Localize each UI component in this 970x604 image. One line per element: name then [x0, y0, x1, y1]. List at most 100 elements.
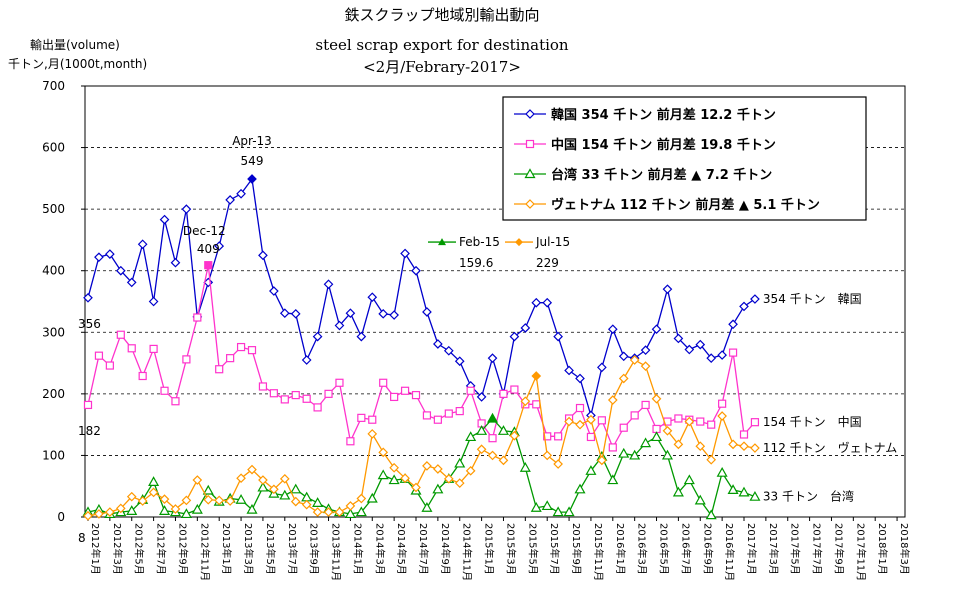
data-point-shape	[728, 319, 738, 330]
data-point-shape	[180, 508, 192, 519]
data-point-shape	[378, 308, 389, 319]
data-point-shape	[488, 434, 497, 443]
data-point-shape	[181, 204, 192, 214]
legend-label: 中国 154 千トン 前月差 19.8 千トン	[551, 137, 776, 153]
data-point	[629, 449, 641, 460]
data-point	[83, 400, 93, 410]
data-point	[334, 507, 345, 517]
annotation-label: Dec-12	[183, 224, 226, 238]
data-point-shape	[280, 395, 289, 404]
data-point-shape	[519, 462, 531, 472]
legend-marker	[524, 168, 536, 179]
legend-marker	[525, 139, 535, 149]
data-point-shape	[83, 400, 93, 410]
data-point	[83, 292, 93, 303]
data-point-shape	[716, 466, 728, 477]
legend-marker	[525, 199, 535, 209]
data-point	[662, 425, 673, 436]
data-point-shape	[706, 353, 717, 363]
data-point-shape	[214, 241, 225, 251]
data-point	[575, 373, 585, 384]
data-point	[83, 510, 93, 521]
data-point	[170, 257, 181, 268]
data-point	[618, 351, 629, 362]
data-point	[269, 286, 279, 296]
data-point-shape	[672, 486, 684, 497]
data-point-shape	[443, 345, 454, 356]
data-point-shape	[728, 439, 738, 450]
data-point	[180, 508, 192, 519]
data-point	[301, 499, 312, 510]
data-point-shape	[695, 339, 706, 350]
data-point-shape	[554, 432, 563, 441]
data-point-shape	[313, 403, 322, 412]
data-point	[313, 403, 322, 412]
data-point	[476, 425, 488, 435]
data-point-shape	[454, 457, 466, 468]
data-point	[159, 214, 170, 225]
data-point	[552, 506, 564, 517]
data-point-shape	[433, 464, 443, 474]
data-point-shape	[564, 416, 574, 427]
x-tick-label: 2014年11月	[461, 523, 474, 581]
data-point	[553, 331, 563, 342]
data-point-shape	[750, 294, 760, 304]
data-point	[454, 478, 465, 488]
data-point	[728, 348, 738, 357]
data-point	[324, 389, 333, 398]
x-tick-label: 2013年7月	[286, 523, 299, 575]
legend-entry-中国: 中国 154 千トン 前月差 19.8 千トン	[514, 137, 776, 153]
data-point-shape	[750, 443, 760, 453]
data-point-shape	[290, 496, 301, 507]
data-point-shape	[356, 331, 367, 342]
x-tick-label: 2015年7月	[548, 523, 561, 575]
data-point-shape	[203, 494, 214, 505]
legend-label: 韓国 354 千トン 前月差 12.2 千トン	[551, 107, 776, 123]
data-point-shape	[215, 365, 224, 374]
y-tick-label: 500	[42, 202, 65, 216]
data-point-shape	[182, 355, 191, 364]
series-start-label: 8	[78, 531, 86, 545]
data-point	[356, 331, 367, 342]
x-axis-ticks: 2012年1月 2012年3月 2012年5月 2012年7月 2012年9月 2012年…	[87, 517, 911, 581]
data-point	[389, 310, 399, 320]
data-point-shape	[499, 389, 508, 398]
data-point	[236, 473, 246, 484]
data-point	[279, 489, 291, 500]
data-point	[466, 386, 475, 395]
data-point-shape	[695, 441, 706, 452]
data-point-shape	[684, 344, 695, 355]
data-point	[597, 455, 607, 466]
y-tick-label: 0	[57, 510, 65, 524]
x-tick-label: 2015年5月	[526, 523, 539, 575]
data-point-shape	[629, 449, 641, 460]
data-point-shape	[707, 420, 716, 429]
legend-marker-shape	[525, 109, 535, 119]
data-point	[673, 333, 684, 344]
annotation-label: Apr-13	[232, 134, 272, 148]
data-point-shape	[728, 348, 738, 357]
data-point	[214, 495, 225, 506]
data-point	[346, 437, 355, 446]
data-point	[94, 509, 104, 519]
data-point-shape	[530, 502, 542, 512]
x-tick-label: 2017年9月	[832, 523, 845, 575]
data-point-shape	[148, 487, 159, 498]
data-point	[707, 420, 716, 429]
data-point	[465, 465, 476, 476]
data-point	[487, 353, 498, 363]
annotation-label: Feb-15	[459, 235, 500, 249]
series-韓国	[83, 174, 760, 421]
data-point	[640, 345, 651, 355]
data-point-shape	[214, 495, 225, 506]
data-point	[411, 390, 421, 400]
x-tick-label: 2018年3月	[898, 523, 911, 575]
series-end-label: 33 千トン 台湾	[763, 489, 854, 504]
data-point	[312, 331, 323, 342]
x-tick-label: 2015年9月	[570, 523, 583, 575]
series-lines	[82, 174, 761, 521]
data-point-shape	[454, 356, 465, 367]
annotation-value: 549	[241, 154, 264, 168]
data-point	[226, 354, 235, 363]
x-tick-label: 2013年5月	[264, 523, 277, 575]
